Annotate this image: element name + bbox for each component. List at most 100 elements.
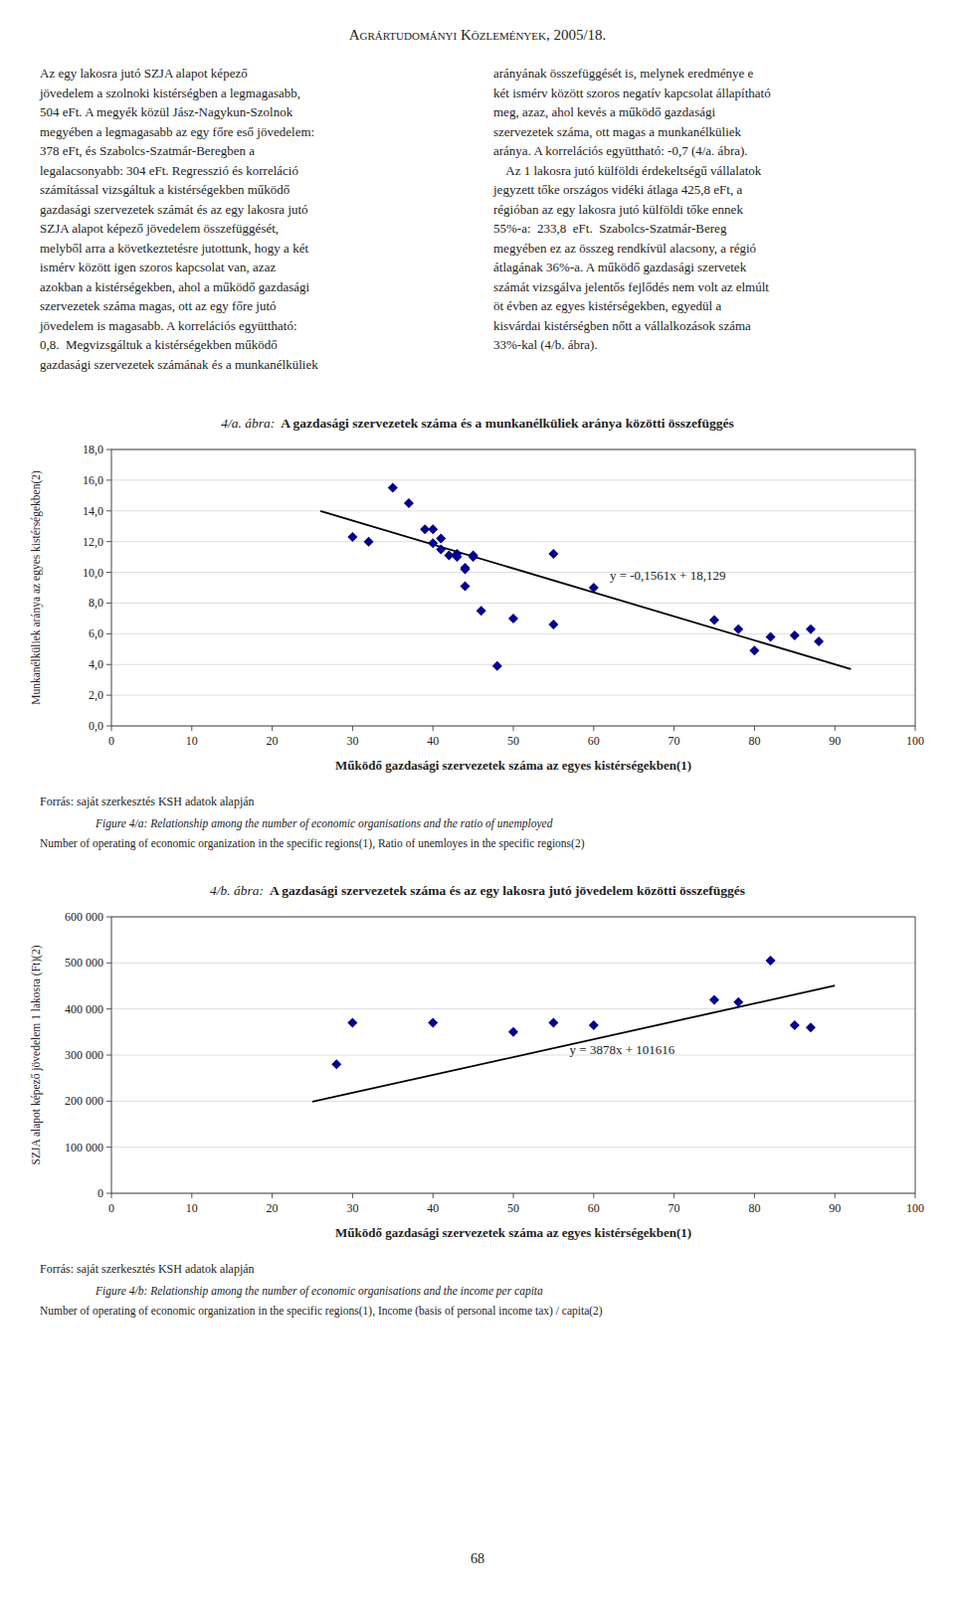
x-tick (754, 726, 756, 732)
text-line: Az egy lakosra jutó SZJA alapot képező (39, 65, 248, 81)
chart: 4/a. ábra:A gazdasági szervezetek száma … (29, 415, 925, 851)
text-line: Az 1 lakosra jutó külföldi érdekeltségű … (493, 163, 763, 179)
y-tick (106, 449, 112, 451)
y-tick-label: 300 000 (64, 1048, 104, 1063)
x-tick-label: 40 (426, 1201, 439, 1216)
y-tick (106, 1008, 112, 1010)
text-line: aránya. A korrelációs együttható: -0,7 (… (493, 143, 749, 159)
x-tick (111, 1193, 113, 1199)
grid-line (111, 510, 916, 512)
scatter-point (460, 563, 471, 573)
x-tick-label: 0 (108, 734, 115, 749)
scatter-point (789, 630, 800, 641)
x-tick (191, 1193, 192, 1199)
text-line: legalacsonyabb: 304 eFt. Regresszió és k… (39, 163, 299, 179)
x-tick (111, 726, 113, 732)
x-tick-label: 60 (587, 734, 600, 749)
figure-label: 4/b. ábra: (209, 883, 264, 899)
x-tick-label: 20 (266, 1201, 279, 1216)
scatter-point (443, 551, 454, 562)
x-tick-label: 10 (186, 1201, 198, 1216)
scatter-point (387, 483, 398, 494)
y-tick (106, 1146, 112, 1148)
page-number: 68 (470, 1551, 485, 1567)
x-tick-label: 30 (346, 1201, 359, 1216)
x-tick (915, 726, 917, 732)
text-line: 0,8. Megvizsgáltuk a kistérségekben műkö… (39, 337, 278, 353)
text-line: meg, azaz, ahol kevés a működő gazdasági (493, 104, 716, 120)
x-tick-label: 80 (748, 734, 761, 749)
grid-line (111, 1008, 916, 1010)
source-note: Forrás: saját szerkesztés KSH adatok ala… (39, 1262, 255, 1277)
y-tick-label: 600 000 (64, 910, 104, 925)
y-tick (106, 695, 112, 697)
y-tick-label: 16,0 (82, 473, 104, 488)
y-tick (106, 1055, 112, 1057)
y-tick (106, 479, 112, 481)
y-axis-label: Munkanélküliek aránya az egyes kistérség… (29, 470, 43, 706)
y-tick-label: 10,0 (82, 566, 104, 580)
text-line: számát vizsgálva jelentős fejlődés nem v… (493, 279, 769, 295)
page-title: Agrártudományi Közlemények, 2005/18. (349, 26, 607, 43)
x-tick (592, 1193, 594, 1199)
chart: 4/b. ábra:A gazdasági szervezetek száma … (29, 883, 925, 1319)
x-tick (834, 726, 836, 732)
title-text: A gazdasági szervezetek száma és a munka… (280, 415, 735, 431)
scatter-point (805, 624, 816, 635)
x-tick-label: 10 (186, 734, 198, 749)
x-tick-label: 70 (668, 1201, 681, 1216)
scatter-point (403, 498, 414, 509)
y-tick-label: 18,0 (82, 442, 104, 457)
scatter-point (435, 544, 446, 555)
text-line: megyében a legmagasabb az egy főre eső j… (39, 124, 315, 140)
plot-frame (111, 449, 916, 727)
y-tick-label: 8,0 (88, 595, 104, 610)
grid-line (111, 479, 916, 481)
y-tick (106, 664, 112, 666)
scatter-point (733, 997, 744, 1008)
y-tick (106, 1193, 112, 1195)
text-line: melyből arra a következtetésre jutottunk… (39, 240, 309, 256)
x-tick-label: 80 (748, 1201, 761, 1216)
scatter-point (347, 532, 358, 543)
x-tick-label: 90 (828, 1201, 841, 1216)
y-tick (106, 726, 112, 728)
x-tick-label: 50 (507, 734, 520, 749)
grid-line (111, 695, 916, 697)
chart-title: 4/b. ábra:A gazdasági szervezetek száma … (209, 883, 746, 899)
x-tick (834, 1193, 836, 1199)
x-tick (271, 1193, 273, 1199)
scatter-point (427, 524, 438, 535)
caption: Number of operating of economic organiza… (39, 837, 585, 851)
scatter-point (427, 1018, 438, 1029)
caption: Number of operating of economic organiza… (39, 1305, 603, 1319)
x-tick-label: 70 (668, 734, 681, 749)
grid-line (111, 541, 916, 543)
text-line: két ismérv között szoros negatív kapcsol… (493, 85, 771, 101)
equation: y = -0,1561x + 18,129 (609, 568, 727, 583)
text-line: gazdasági szervezetek számának és a munk… (39, 357, 319, 373)
marks (312, 955, 835, 1103)
scatter-point (476, 605, 487, 616)
scatter-point (548, 1018, 559, 1029)
scatter-point (508, 613, 519, 624)
marks (320, 483, 851, 672)
y-tick (106, 602, 112, 604)
scatter-point (749, 645, 760, 656)
source-note: Forrás: saját szerkesztés KSH adatok ala… (39, 794, 255, 809)
y-tick-label: 4,0 (88, 657, 104, 672)
text-line: 378 eFt, és Szabolcs-Szatmár-Beregben a (39, 143, 255, 159)
grid-line (111, 1101, 916, 1103)
y-tick-label: 14,0 (82, 504, 104, 519)
text-line: szervezetek száma magas, ott az egy főre… (39, 298, 277, 314)
text-line: szervezetek száma, ott magas a munkanélk… (493, 124, 743, 140)
scatter-point (765, 631, 776, 642)
text-line: 55%-a: 233,8 eFt. Szabolcs-Szatmár-Bereg (493, 220, 728, 236)
text-column: arányának összefüggését is, melynek ered… (492, 65, 771, 353)
scatter-point (709, 994, 720, 1005)
text-line: öt évben az egyes kistérségekben, egyedü… (493, 298, 722, 314)
y-tick (106, 541, 112, 543)
scatter-point (588, 1020, 599, 1031)
y-tick-label: 400 000 (64, 1002, 104, 1017)
x-tick (352, 1193, 354, 1199)
